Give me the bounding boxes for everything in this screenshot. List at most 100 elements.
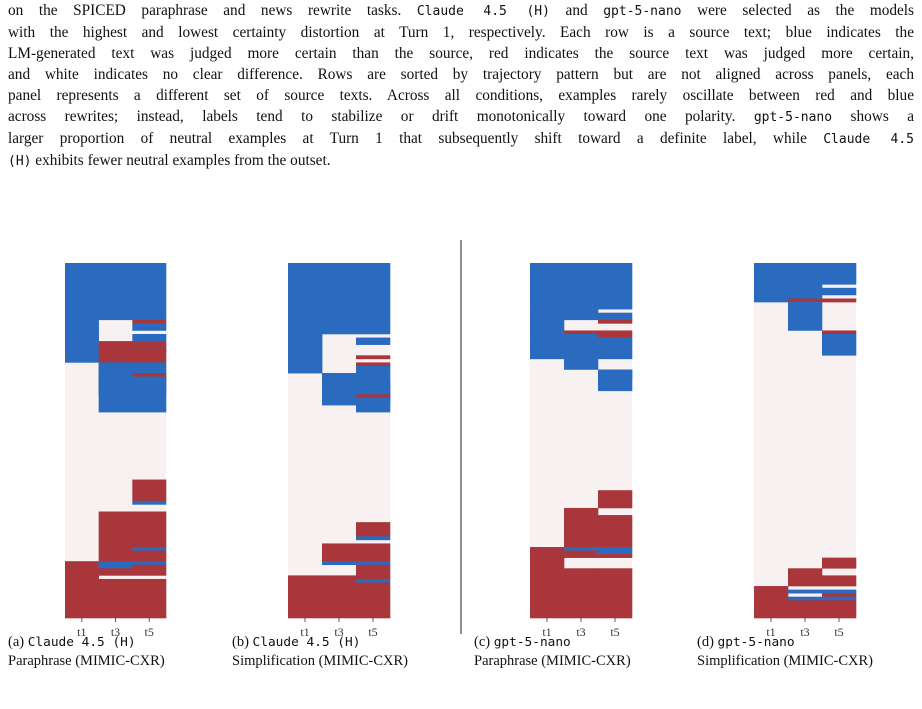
- subcaption-b: (b) Claude 4.5 (H) Simplification (MIMIC…: [232, 633, 408, 670]
- heatmap-cell: [822, 330, 857, 335]
- x-tick-label: t5: [368, 625, 377, 639]
- heatmap-cell: [356, 337, 391, 345]
- subcaption-c-task: Paraphrase (MIMIC-CXR): [474, 653, 631, 669]
- heatmap-cell: [598, 319, 633, 324]
- heatmap-cell: [356, 543, 391, 562]
- heatmap-cell: [65, 348, 99, 353]
- subcaption-c: (c) gpt-5-nano Paraphrase (MIMIC-CXR): [474, 633, 631, 670]
- caption-text: panel represents a different set of sour…: [8, 87, 914, 104]
- subcaption-d-label: (d): [697, 634, 714, 650]
- heatmap-cell: [788, 575, 823, 587]
- heatmap-cell: [65, 578, 99, 619]
- heatmap-panel-a: t1 t3 t5: [65, 263, 167, 639]
- heatmap-cell: [530, 337, 565, 360]
- x-tick-label: t3: [576, 625, 585, 639]
- heatmap-cell: [356, 578, 391, 583]
- heatmap-cell: [788, 600, 823, 619]
- heatmap-cell: [788, 596, 823, 601]
- subcaption-d-model: gpt-5-nano: [717, 635, 795, 650]
- heatmap-cell: [132, 376, 167, 395]
- heatmap-cell: [132, 263, 167, 321]
- heatmap-cell: [65, 263, 99, 321]
- heatmap-cell: [822, 557, 857, 569]
- heatmap-cell: [564, 554, 599, 558]
- subcaption-b-task: Simplification (MIMIC-CXR): [232, 653, 409, 669]
- heatmap-cell: [788, 294, 823, 299]
- caption-text: larger proportion of neutral examples at…: [8, 130, 824, 147]
- heatmap-cell: [65, 575, 99, 580]
- heatmap-cell: [322, 575, 357, 580]
- heatmap-cell: [598, 334, 633, 338]
- x-tick-label: t1: [300, 625, 309, 639]
- caption-line: with the highest and lowest certainty di…: [8, 22, 914, 43]
- heatmap-cell: [356, 536, 391, 541]
- heatmap-cell: [754, 593, 789, 597]
- heatmap-cell: [356, 522, 391, 537]
- x-tick-label: t5: [144, 625, 153, 639]
- heatmap-cell: [788, 287, 823, 296]
- heatmap-cell: [132, 561, 167, 566]
- heatmap-cell: [564, 309, 599, 313]
- heatmap-cell: [788, 323, 823, 331]
- heatmap-cell: [822, 263, 857, 285]
- heatmap-cell: [356, 575, 391, 580]
- heatmap-cell: [598, 515, 633, 548]
- heatmap-cell: [598, 369, 633, 392]
- heatmap-cell: [822, 298, 857, 303]
- heatmap-cell: [598, 337, 633, 360]
- heatmap-cell: [598, 547, 633, 551]
- heatmap-cell: [65, 341, 99, 349]
- subcaption-b-model: Claude 4.5 (H): [252, 635, 361, 650]
- heatmap-cell: [788, 568, 823, 576]
- heatmap-cell: [65, 351, 99, 363]
- heatmap-cell: [132, 323, 167, 331]
- heatmap-cell: [564, 334, 599, 338]
- caption-text: were selected as the models: [681, 2, 915, 19]
- heatmap-cell: [530, 309, 565, 313]
- heatmap-cell: [564, 550, 599, 555]
- subcaption-a-label: (a): [8, 634, 25, 650]
- heatmap-cell: [132, 479, 167, 502]
- heatmap-cell: [288, 263, 323, 335]
- heatmap-cell: [754, 298, 789, 303]
- caption-code-text: gpt-5-nano: [603, 4, 682, 19]
- heatmap-cell: [322, 380, 357, 395]
- heatmap-cell: [98, 578, 133, 619]
- heatmap-cell: [98, 547, 133, 551]
- heatmap-cell: [822, 589, 857, 594]
- heatmap-cell: [288, 578, 323, 583]
- heatmap-cell: [530, 312, 565, 321]
- heatmap-cell: [132, 351, 167, 363]
- caption-code-text: (H): [8, 154, 32, 169]
- heatmap-cell: [822, 334, 857, 356]
- heatmap-cell: [530, 319, 565, 324]
- heatmap-cell: [356, 397, 391, 406]
- heatmap-cell: [822, 287, 857, 296]
- heatmap-cell: [822, 575, 857, 587]
- caption-code-text: Claude 4.5 (H): [416, 4, 550, 19]
- heatmap-cell: [754, 284, 789, 289]
- heatmap-cell: [530, 550, 565, 555]
- heatmap-panel-c: t1 t3 t5: [530, 263, 633, 639]
- x-tick-label: t1: [77, 625, 86, 639]
- heatmap-cell: [788, 302, 823, 324]
- heatmap-cell: [98, 348, 133, 353]
- heatmap-cell: [530, 547, 565, 551]
- heatmap-cell: [356, 362, 391, 367]
- heatmap-cell: [98, 341, 133, 349]
- caption-line: panel represents a different set of sour…: [8, 85, 914, 106]
- x-tick-label: t3: [800, 625, 809, 639]
- heatmap-cell: [132, 511, 167, 548]
- subcaption-d: (d) gpt-5-nano Simplification (MIMIC-CXR…: [697, 633, 873, 670]
- heatmap-cell: [98, 351, 133, 363]
- x-tick-label: t5: [834, 625, 843, 639]
- heatmap-cell: [322, 394, 357, 399]
- heatmap-cell: [530, 330, 565, 335]
- heatmap-cell: [788, 284, 823, 289]
- caption-text: and: [549, 2, 604, 19]
- heatmap-cell: [754, 596, 789, 601]
- heatmap-cell: [132, 500, 167, 505]
- heatmap-cell: [564, 358, 599, 370]
- heatmap-cell: [132, 547, 167, 551]
- x-tick-label: t1: [766, 625, 775, 639]
